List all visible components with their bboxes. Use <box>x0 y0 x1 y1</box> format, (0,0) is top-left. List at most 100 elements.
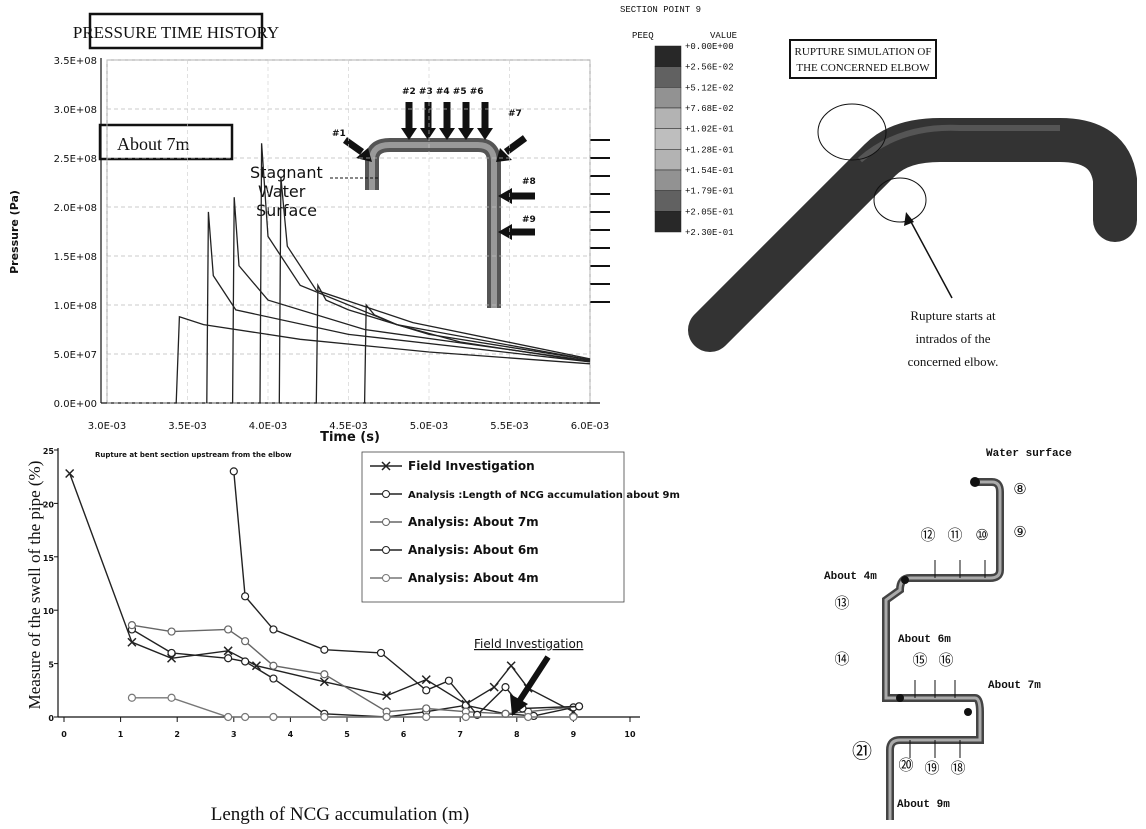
point-marker <box>270 675 277 682</box>
point-marker <box>321 671 328 678</box>
x-tick-label: 1 <box>118 730 124 739</box>
y-tick-label: 1.5E+08 <box>54 252 97 263</box>
contour-band <box>655 170 681 191</box>
contour-band <box>655 129 681 150</box>
x-tick-label: 3.0E-03 <box>88 421 127 432</box>
point-number: ⑮ <box>912 651 927 669</box>
y-axis-label: Measure of the swell of the pipe (%) <box>25 461 44 710</box>
charts: 0.0E+005.0E+071.0E+081.5E+082.0E+082.5E+… <box>8 56 680 825</box>
water-surface-label: Water surface <box>986 448 1072 460</box>
contour-level: +2.05E-01 <box>685 207 734 217</box>
y-tick-label: 25 <box>43 447 55 456</box>
rupture-note: concerned elbow. <box>908 354 999 369</box>
rupture-arrow <box>910 220 952 298</box>
series-line <box>279 178 590 403</box>
annotation-arrow <box>520 657 548 700</box>
point-marker <box>377 649 384 656</box>
point-marker <box>242 714 249 721</box>
point-marker <box>128 694 135 701</box>
legend-label: Analysis: About 6m <box>408 543 539 557</box>
legend-label: Field Investigation <box>408 459 535 473</box>
length-label: About 9m <box>897 799 950 811</box>
x-tick-label: 5 <box>344 730 350 739</box>
contour-level: +1.28E-01 <box>685 145 734 155</box>
legend-marker <box>383 547 390 554</box>
point-number: ⑲ <box>924 759 939 777</box>
x-tick-label: 6 <box>401 730 407 739</box>
x-axis-label: Time (s) <box>320 430 380 445</box>
position-label: #9 <box>522 215 536 225</box>
point-marker <box>128 638 136 646</box>
annotation: Rupture at bent section upstream from th… <box>95 451 292 459</box>
point-marker <box>321 714 328 721</box>
x-tick-label: 3 <box>231 730 237 739</box>
contour-value-header: VALUE <box>710 31 737 41</box>
contour-level: +1.79E-01 <box>685 187 734 197</box>
x-tick-label: 8 <box>514 730 520 739</box>
point-number: ⑬ <box>834 594 849 612</box>
contour-level: +2.56E-02 <box>685 63 734 73</box>
point-number: ⑳ <box>898 756 913 774</box>
rupture-note: Rupture starts at <box>910 308 996 323</box>
point-marker <box>321 646 328 653</box>
point-marker <box>168 628 175 635</box>
point-marker <box>230 468 237 475</box>
x-tick-label: 0 <box>61 730 67 739</box>
contour-band <box>655 211 681 232</box>
figure: PRESSURE TIME HISTORY About 7m Stagnant … <box>0 0 1146 829</box>
point-number: ⑩ <box>975 526 988 544</box>
y-tick-label: 5.0E+07 <box>54 350 97 361</box>
y-tick-label: 5 <box>48 661 54 670</box>
point-number: ⑱ <box>950 759 965 777</box>
point-marker <box>423 687 430 694</box>
point-marker <box>525 714 532 721</box>
rupture-circle <box>818 104 886 160</box>
point-marker <box>445 677 452 684</box>
y-tick-label: 15 <box>43 554 55 563</box>
point-marker <box>422 676 430 684</box>
point-marker <box>242 593 249 600</box>
case-label: About 7m <box>117 134 190 154</box>
point-marker <box>270 662 277 669</box>
point-marker <box>225 655 232 662</box>
point-number: ⑧ <box>1013 480 1026 498</box>
contour-band <box>655 108 681 129</box>
point-marker <box>66 469 74 477</box>
point-marker <box>507 662 515 670</box>
rupture-circle <box>874 178 926 222</box>
contour-band <box>655 87 681 108</box>
point-marker <box>570 714 577 721</box>
point-marker <box>270 626 277 633</box>
pipe-illustration-highlight <box>372 145 494 308</box>
point-number: ⑯ <box>938 651 953 669</box>
contour-legend: +0.00E+00+2.56E-02+5.12E-02+7.68E-02+1.0… <box>655 42 734 238</box>
contour-band <box>655 191 681 212</box>
elbow-model <box>710 140 1115 330</box>
legend-marker <box>383 519 390 526</box>
chart-title: PRESSURE TIME HISTORY <box>73 23 279 42</box>
rupture-title: RUPTURE SIMULATION OF <box>795 46 932 58</box>
point-marker <box>423 705 430 712</box>
x-tick-label: 3.5E-03 <box>168 421 207 432</box>
point-marker <box>128 622 135 629</box>
point-marker <box>270 714 277 721</box>
point-marker <box>225 714 232 721</box>
x-tick-label: 7 <box>457 730 463 739</box>
y-tick-label: 2.5E+08 <box>54 154 97 165</box>
contour-level: +5.12E-02 <box>685 83 734 93</box>
y-tick-label: 2.0E+08 <box>54 203 97 214</box>
length-dot <box>964 708 972 716</box>
point-number: ⑭ <box>834 650 849 668</box>
x-tick-label: 4.0E-03 <box>249 421 288 432</box>
rupture-note: intrados of the <box>915 331 990 346</box>
y-tick-label: 0 <box>48 714 54 723</box>
point-marker <box>242 638 249 645</box>
series-line <box>207 212 590 403</box>
rupture-title: THE CONCERNED ELBOW <box>796 62 930 74</box>
length-label: About 7m <box>988 680 1041 692</box>
position-label: #2 #3 #4 #5 #6 <box>402 87 484 97</box>
point-marker <box>423 714 430 721</box>
point-marker <box>490 683 498 691</box>
x-tick-label: 5.5E-03 <box>490 421 529 432</box>
x-tick-label: 5.0E-03 <box>410 421 449 432</box>
